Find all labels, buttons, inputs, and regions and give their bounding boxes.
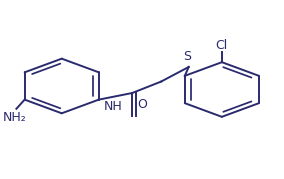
Text: Cl: Cl xyxy=(216,39,228,52)
Text: S: S xyxy=(183,50,191,63)
Text: O: O xyxy=(138,98,148,111)
Text: NH₂: NH₂ xyxy=(3,111,27,124)
Text: NH: NH xyxy=(103,100,122,113)
